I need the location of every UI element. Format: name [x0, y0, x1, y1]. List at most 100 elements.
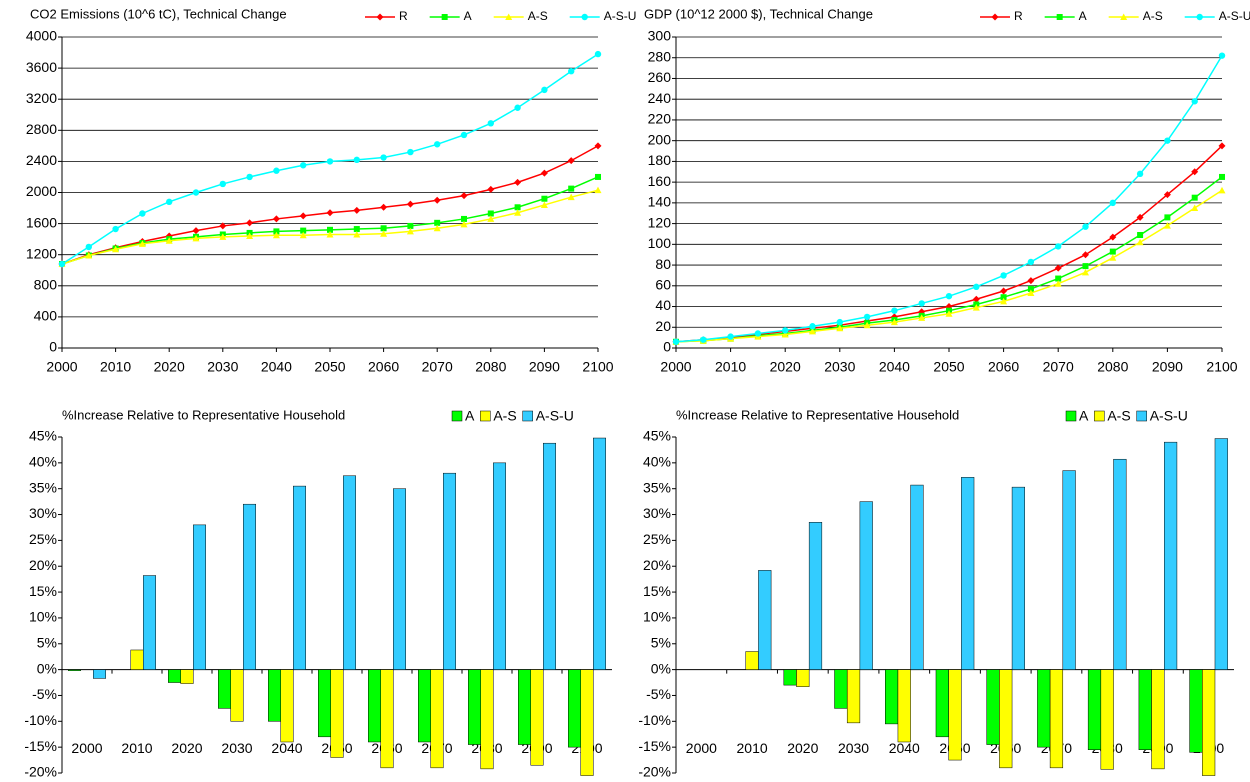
marker	[192, 227, 200, 235]
marker	[1120, 13, 1128, 20]
marker	[353, 156, 360, 164]
bar	[1151, 669, 1165, 770]
marker	[1164, 214, 1171, 221]
y-tick-label: 120	[648, 214, 672, 230]
marker	[1218, 52, 1226, 59]
marker	[380, 225, 387, 232]
y-tick-label: 2800	[26, 121, 57, 137]
marker	[326, 158, 334, 165]
bar	[318, 669, 331, 738]
legend-label: R	[1014, 9, 1023, 23]
marker	[461, 215, 467, 222]
bar	[343, 475, 356, 670]
marker	[918, 314, 926, 321]
x-tick-label: 2020	[787, 740, 818, 756]
legend-label: A-S-U	[604, 9, 637, 23]
marker	[246, 173, 253, 181]
y-tick-label: 800	[34, 277, 58, 293]
x-tick-label: 2090	[1152, 359, 1183, 375]
y-tick-label: -20%	[638, 764, 671, 780]
marker	[299, 212, 307, 220]
marker	[918, 300, 925, 307]
marker	[945, 292, 953, 300]
marker	[273, 167, 280, 174]
bar	[961, 477, 975, 670]
x-tick-label: 2050	[314, 359, 345, 375]
marker	[727, 333, 734, 340]
y-tick-label: 1200	[26, 245, 57, 261]
marker	[809, 323, 816, 330]
marker	[487, 215, 495, 222]
x-tick-label: 2070	[422, 359, 453, 375]
bar	[783, 669, 797, 686]
bar	[986, 669, 1000, 745]
marker	[112, 245, 120, 253]
bar	[230, 669, 244, 722]
marker	[353, 206, 361, 214]
y-tick-label: 60	[655, 277, 671, 293]
marker	[246, 219, 254, 227]
bar	[443, 472, 456, 670]
x-tick-label: 2020	[171, 740, 202, 756]
marker	[568, 185, 575, 192]
marker	[1218, 142, 1226, 150]
bar	[168, 669, 181, 683]
marker	[192, 234, 200, 242]
bar	[999, 669, 1013, 769]
y-tick-label: 45%	[29, 428, 57, 444]
marker	[406, 227, 414, 235]
bar	[368, 669, 381, 743]
marker	[460, 192, 468, 200]
marker	[1027, 289, 1035, 297]
marker	[1191, 98, 1198, 105]
bar	[93, 669, 106, 679]
marker	[165, 237, 173, 244]
marker	[300, 227, 307, 234]
bar	[543, 442, 556, 670]
bar	[1087, 669, 1102, 750]
marker	[1082, 251, 1089, 259]
marker	[85, 243, 93, 251]
legend-swatch	[451, 410, 463, 422]
legend-swatch	[1136, 410, 1147, 422]
marker	[299, 231, 307, 239]
bar	[580, 669, 594, 776]
marker	[1219, 173, 1225, 180]
marker	[433, 196, 441, 204]
marker	[1191, 194, 1198, 201]
bar	[143, 575, 156, 670]
marker	[380, 230, 388, 237]
bar	[330, 669, 344, 758]
marker	[781, 331, 789, 338]
series-line	[61, 176, 599, 265]
x-tick-label: 2020	[154, 359, 185, 375]
bar	[935, 669, 949, 738]
bar	[1202, 669, 1216, 776]
bar	[568, 669, 581, 748]
marker	[1000, 294, 1007, 301]
bar	[796, 669, 810, 687]
marker	[595, 173, 601, 180]
y-tick-label: 30%	[643, 505, 671, 521]
y-tick-label: 15%	[643, 583, 671, 599]
y-tick-label: 0%	[37, 660, 57, 676]
x-tick-label: 2010	[100, 359, 131, 375]
marker	[672, 338, 680, 345]
marker	[219, 233, 227, 240]
marker	[380, 154, 387, 161]
y-tick-label: -15%	[638, 738, 671, 754]
marker	[581, 13, 588, 21]
marker	[376, 13, 384, 21]
marker	[514, 178, 522, 186]
marker	[809, 327, 816, 335]
y-tick-label: 40%	[29, 454, 57, 470]
marker	[85, 251, 93, 259]
bar	[834, 669, 848, 709]
bar	[1138, 669, 1152, 750]
marker	[1136, 213, 1144, 221]
marker	[945, 310, 953, 317]
bar	[859, 501, 873, 670]
marker	[1000, 297, 1008, 305]
marker	[1082, 268, 1089, 276]
marker	[487, 210, 494, 217]
